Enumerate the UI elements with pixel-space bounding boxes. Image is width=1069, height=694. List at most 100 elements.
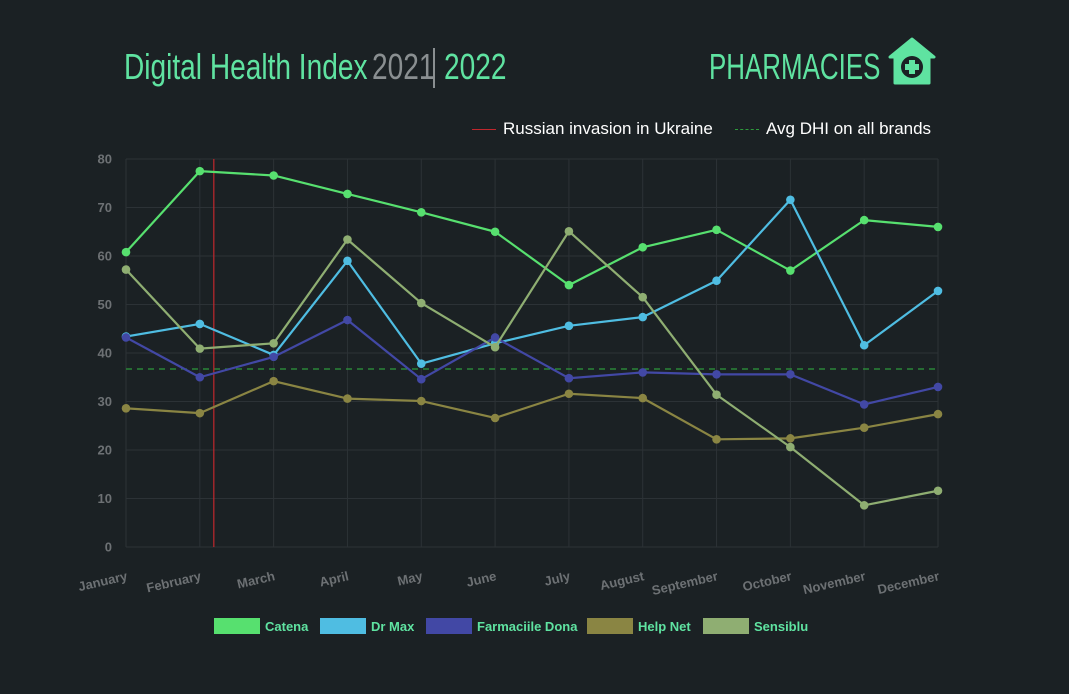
data-point <box>638 242 648 252</box>
data-point <box>859 340 869 350</box>
data-point <box>416 298 426 308</box>
x-tick-label: November <box>802 568 867 597</box>
x-tick-label: January <box>77 568 130 594</box>
y-tick-label: 60 <box>98 249 112 264</box>
section-label: PHARMACIES <box>709 46 881 87</box>
data-point <box>933 409 943 419</box>
chart-title: Digital Health Index <box>124 46 368 87</box>
year-current: 2022 <box>444 46 507 87</box>
pharmacy-house-cross-icon <box>888 37 936 85</box>
legend-average-label: Avg DHI on all brands <box>766 119 932 138</box>
legend-item: Dr Max <box>320 616 414 636</box>
legend-swatch <box>703 618 749 634</box>
data-point <box>712 435 721 444</box>
data-point <box>859 215 869 225</box>
data-point <box>490 333 500 342</box>
data-point <box>416 208 426 217</box>
data-point <box>859 400 869 409</box>
data-point <box>490 413 500 423</box>
data-point <box>416 359 426 368</box>
legend-average-swatch <box>735 128 759 130</box>
legend-item: Help Net <box>587 616 691 636</box>
legend-swatch <box>587 618 633 634</box>
series-line <box>125 380 939 441</box>
legend-invasion-label: Russian invasion in Ukraine <box>503 119 713 138</box>
data-point <box>121 403 131 413</box>
legend-swatch <box>214 618 260 634</box>
x-tick-label: July <box>543 568 572 589</box>
y-tick-label: 0 <box>105 540 112 555</box>
y-tick-label: 40 <box>98 346 112 361</box>
x-tick-label: October <box>741 568 793 594</box>
data-point <box>564 389 574 399</box>
data-point <box>564 321 574 331</box>
data-point <box>712 225 721 235</box>
data-point <box>195 408 205 418</box>
data-point <box>343 235 352 244</box>
legend-swatch <box>426 618 472 634</box>
data-point <box>195 344 205 353</box>
data-point <box>121 265 131 274</box>
x-tick-label: April <box>318 568 350 589</box>
data-point <box>195 166 205 176</box>
data-point <box>343 189 352 199</box>
data-point <box>121 333 131 342</box>
series-legend: Catena Dr Max Farmaciile Dona Help Net Sensi… <box>0 616 1069 636</box>
x-tick-label: December <box>876 568 941 597</box>
data-point <box>712 390 721 400</box>
legend-item: Farmaciile Dona <box>426 616 577 636</box>
x-tick-label: February <box>145 568 203 595</box>
data-point <box>416 396 426 406</box>
x-tick-label: March <box>236 568 277 591</box>
year-range: 2021 2022 <box>372 42 506 92</box>
data-point <box>343 315 352 325</box>
chart-title-row: Digital Health Index <box>124 42 436 92</box>
data-point <box>712 276 721 286</box>
data-point <box>269 376 278 386</box>
x-tick-label: August <box>598 568 646 593</box>
x-tick-label: September <box>650 568 719 598</box>
data-point <box>638 393 648 403</box>
legend-label: Help Net <box>638 618 691 634</box>
series-line <box>125 170 939 287</box>
y-tick-label: 30 <box>98 394 112 409</box>
data-point <box>416 374 426 384</box>
data-point <box>564 280 574 290</box>
data-point <box>564 226 574 236</box>
data-point <box>269 352 278 362</box>
data-point <box>638 292 648 302</box>
y-tick-label: 10 <box>98 491 112 506</box>
data-point <box>859 423 869 432</box>
data-point <box>933 382 943 392</box>
legend-label: Dr Max <box>371 618 415 634</box>
legend-label: Farmaciile Dona <box>477 618 578 634</box>
data-point <box>121 247 131 257</box>
data-point <box>933 486 943 496</box>
legend-item: Catena <box>214 616 308 636</box>
data-point <box>712 370 721 379</box>
year-previous: 2021 <box>372 46 435 87</box>
series-line <box>125 318 939 406</box>
data-point <box>638 368 648 377</box>
data-point <box>564 373 574 383</box>
data-point <box>269 339 278 348</box>
y-tick-label: 80 <box>98 152 112 167</box>
legend-invasion: Russian invasion in Ukraine <box>472 118 713 140</box>
data-point <box>933 222 943 232</box>
data-point <box>933 286 943 296</box>
y-tick-label: 50 <box>98 297 112 312</box>
data-point <box>638 312 648 322</box>
data-point <box>786 370 795 379</box>
data-point <box>786 434 795 443</box>
legend-swatch <box>320 618 366 634</box>
data-point <box>490 342 500 352</box>
data-point <box>195 372 205 382</box>
legend-item: Sensiblu <box>703 616 808 636</box>
data-point <box>786 442 795 452</box>
data-point <box>343 394 352 403</box>
legend-label: Sensiblu <box>754 618 809 634</box>
data-point <box>490 227 500 237</box>
series-line <box>125 230 939 507</box>
legend-invasion-swatch <box>472 128 496 130</box>
